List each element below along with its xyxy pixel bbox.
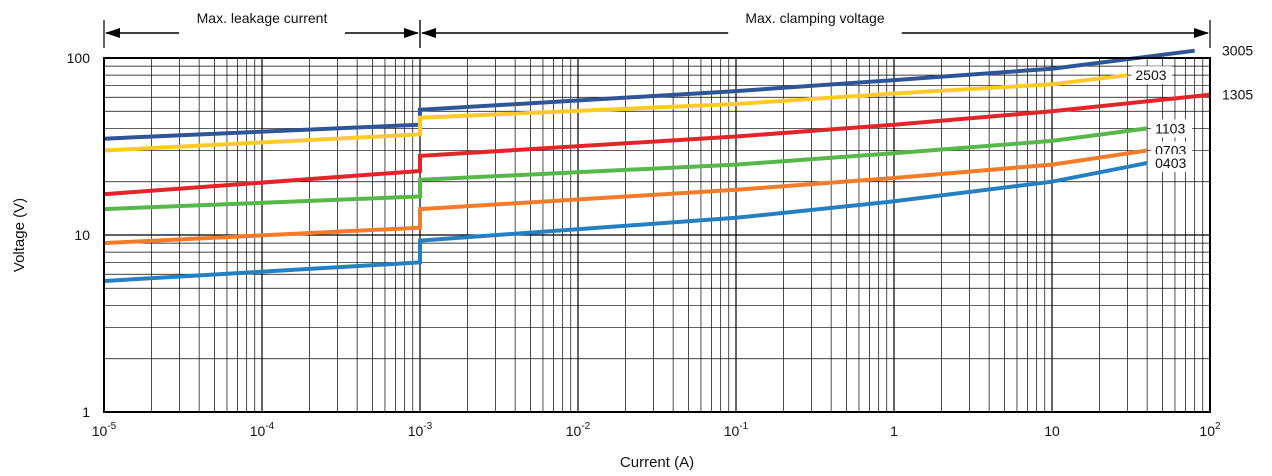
series-label-3005: 3005 [1222, 43, 1253, 59]
x-tick-label: 10-4 [250, 421, 275, 439]
region-label-bg [179, 24, 345, 42]
region-label: Max. clamping voltage [745, 10, 885, 26]
series-line-1103 [103, 126, 1148, 212]
arrow-head-left-icon [421, 28, 436, 38]
arrow-head-right-icon [1194, 28, 1209, 38]
y-tick-label: 10 [74, 227, 90, 243]
y-axis-title: Voltage (V) [11, 198, 28, 272]
series-line-2503 [103, 73, 1128, 153]
series-line-1305 [103, 92, 1211, 197]
plot-frame [103, 57, 1211, 413]
series-line-0703 [103, 148, 1148, 246]
x-tick-label: 10-2 [566, 421, 591, 439]
y-tick-label: 1 [82, 404, 90, 420]
x-tick-label: 102 [1199, 421, 1221, 439]
arrow-head-left-icon [105, 28, 120, 38]
series-label-1103: 1103 [1155, 120, 1185, 136]
series-label-bg [1151, 119, 1192, 138]
x-axis-title: Current (A) [620, 454, 694, 471]
series-label-2503: 2503 [1135, 67, 1166, 83]
series-label-1305: 1305 [1222, 87, 1253, 103]
series-line-3005 [103, 48, 1195, 141]
x-tick-label: 10-5 [92, 421, 117, 439]
y-tick-label: 100 [67, 50, 91, 66]
series-label-bg [1151, 154, 1192, 173]
series-label-bg [1218, 85, 1259, 104]
series-label-0403: 0403 [1155, 155, 1186, 171]
arrow-head-right-icon [404, 28, 419, 38]
region-label: Max. leakage current [197, 10, 328, 26]
x-tick-label: 10-3 [408, 421, 433, 439]
region-label-bg [728, 24, 902, 42]
tick-labels: 10-5 10-4 10-3 10-2 10-1 1 10 102 1 10 100 [67, 50, 1221, 439]
series-line-0403 [103, 161, 1148, 283]
x-tick-label: 1 [890, 423, 898, 439]
series-label-bg [1218, 41, 1259, 60]
x-tick-label: 10 [1044, 423, 1060, 439]
grid [103, 58, 1210, 413]
series-lines [103, 48, 1211, 283]
series-label-bg [1131, 66, 1173, 85]
x-tick-label: 10-1 [724, 421, 749, 439]
region-annotations: Max. leakage current Max. clamping voltag… [103, 10, 1211, 48]
